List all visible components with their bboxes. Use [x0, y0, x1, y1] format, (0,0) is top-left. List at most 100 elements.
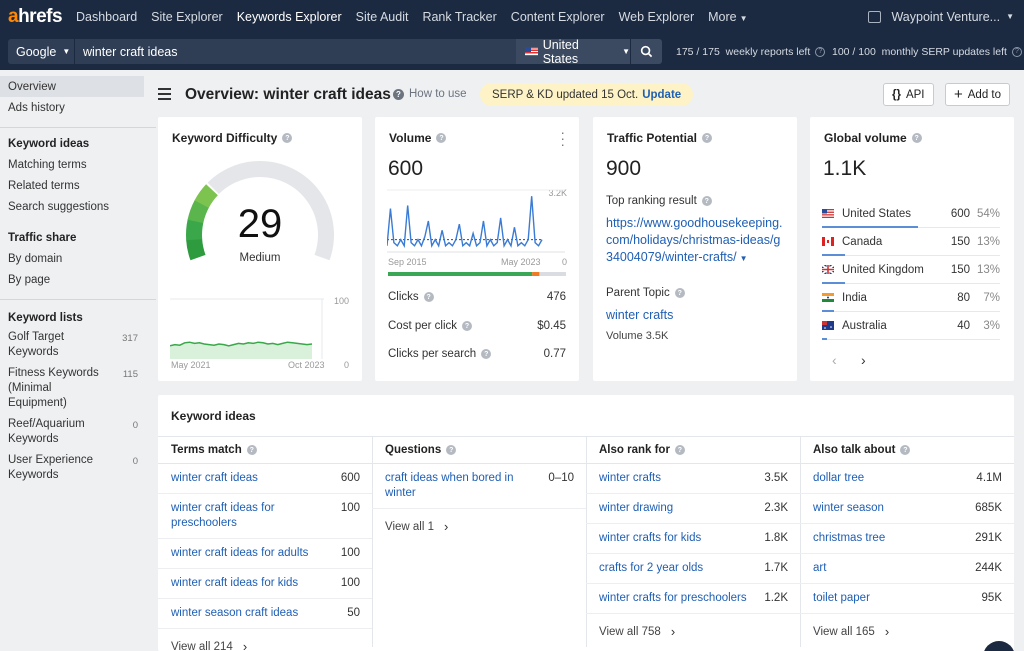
keyword-link[interactable]: winter season craft ideas — [171, 607, 299, 619]
country-row: India 80 7% — [822, 284, 1000, 312]
view-all-link[interactable]: View all 214 › — [158, 629, 372, 651]
traffic-title: Traffic Potential — [607, 131, 698, 145]
parent-topic-link[interactable]: winter crafts — [606, 308, 674, 322]
help-icon[interactable]: ? — [674, 445, 685, 455]
search-engine-select[interactable]: Google ▼ — [8, 39, 74, 64]
help-icon[interactable]: ? — [911, 133, 922, 143]
column-header[interactable]: Also talk about? — [800, 437, 1014, 464]
keyword-row: winter craft ideas for adults 100 — [158, 539, 372, 569]
keyword-link[interactable]: crafts for 2 year olds — [599, 562, 704, 574]
column-header[interactable]: Also rank for? — [586, 437, 800, 464]
nav-web-explorer[interactable]: Web Explorer — [618, 9, 695, 24]
keyword-volume: 100 — [340, 577, 360, 589]
keyword-row: toilet paper 95K — [800, 584, 1014, 614]
top-ranking-url[interactable]: https://www.goodhousekeeping.com/holiday… — [606, 215, 786, 267]
chevron-right-icon[interactable]: › — [861, 352, 866, 368]
serp-quota-value: 100 / 100 — [832, 45, 876, 58]
global-title: Global volume — [824, 131, 907, 145]
nav-more-menu[interactable]: More ▼ — [708, 10, 747, 24]
sidebar-item-related-terms[interactable]: Related terms — [8, 179, 80, 192]
keyword-link[interactable]: winter craft ideas — [171, 472, 258, 484]
help-icon[interactable]: ? — [1011, 46, 1022, 57]
keyword-link[interactable]: winter season — [813, 502, 884, 514]
help-icon[interactable]: ? — [423, 292, 434, 302]
column-header[interactable]: Terms match? — [158, 437, 372, 464]
view-all-link[interactable]: View all 165 › — [800, 614, 1014, 639]
view-all-label: View all 214 — [171, 640, 233, 651]
keyword-list-item[interactable]: Reef/Aquarium Keywords 0 — [0, 417, 156, 447]
how-to-use-link[interactable]: ? How to use — [393, 88, 467, 100]
help-icon[interactable]: ? — [246, 445, 257, 455]
help-icon[interactable]: ? — [436, 133, 447, 143]
cpc-value: $0.45 — [537, 320, 566, 332]
account-menu[interactable]: Waypoint Venture... ▼ — [868, 0, 1014, 33]
keyword-link[interactable]: winter craft ideas for preschoolers — [171, 502, 275, 529]
also-rank-for-column: Also rank for? winter crafts 3.5K winter … — [586, 437, 800, 639]
keyword-list-item[interactable]: Golf Target Keywords 317 — [0, 330, 156, 360]
serp-update-link[interactable]: Update — [642, 88, 682, 101]
nav-keywords-explorer[interactable]: Keywords Explorer — [236, 9, 342, 24]
workspace-icon — [868, 10, 882, 23]
help-icon[interactable]: ? — [282, 133, 293, 143]
keyword-link[interactable]: winter craft ideas for kids — [171, 577, 299, 589]
view-all-link[interactable]: View all 1 › — [372, 509, 586, 534]
column-header-label: Also talk about — [813, 444, 896, 456]
more-options-icon[interactable]: · · · — [560, 124, 565, 152]
ahrefs-logo[interactable]: ahrefs — [8, 5, 63, 27]
country-select[interactable]: United States ▼ — [516, 38, 630, 66]
chevron-left-icon[interactable]: ‹ — [832, 352, 837, 368]
keyword-link[interactable]: toilet paper — [813, 592, 870, 604]
keyword-link[interactable]: winter crafts for preschoolers — [599, 592, 747, 604]
column-header[interactable]: Questions? — [372, 437, 586, 464]
volume-chart-start-label: Sep 2015 — [388, 257, 427, 267]
keyword-list-item[interactable]: Fitness Keywords (Minimal Equipment) 115 — [0, 366, 156, 411]
keyword-row: art 244K — [800, 554, 1014, 584]
sidebar-heading-keyword-ideas[interactable]: Keyword ideas — [8, 137, 90, 150]
keyword-link[interactable]: craft ideas when bored in winter — [385, 472, 514, 499]
add-to-button[interactable]: + Add to — [945, 83, 1011, 106]
nav-dashboard[interactable]: Dashboard — [76, 9, 138, 24]
nav-rank-tracker[interactable]: Rank Tracker — [422, 9, 497, 24]
keyword-row: winter crafts 3.5K — [586, 464, 800, 494]
keyword-link[interactable]: art — [813, 562, 827, 574]
column-header-label: Questions — [385, 444, 442, 456]
keyword-search-input[interactable]: winter craft ideas — [74, 39, 516, 64]
caret-down-icon[interactable]: ▼ — [739, 254, 748, 263]
help-icon[interactable]: ? — [815, 46, 826, 57]
view-all-link[interactable]: View all 758 › — [586, 614, 800, 639]
keyword-link[interactable]: winter crafts for kids — [599, 532, 702, 544]
keyword-link[interactable]: dollar tree — [813, 472, 865, 484]
search-button[interactable] — [631, 39, 662, 64]
help-icon[interactable]: ? — [674, 288, 685, 298]
page-header: Overview: winter craft ideas ? How to use… — [158, 82, 1016, 108]
sidebar-heading-keyword-lists[interactable]: Keyword lists — [8, 311, 83, 324]
sidebar-item-search-suggestions[interactable]: Search suggestions — [8, 200, 110, 213]
menu-toggle-icon[interactable] — [158, 88, 171, 100]
help-icon[interactable]: ? — [701, 196, 712, 206]
keyword-link[interactable]: winter craft ideas for adults — [171, 547, 309, 559]
nav-site-audit[interactable]: Site Audit — [355, 9, 409, 24]
sidebar-item-ads-history[interactable]: Ads history — [8, 101, 65, 114]
help-icon[interactable]: ? — [481, 349, 492, 359]
keyword-link[interactable]: christmas tree — [813, 532, 886, 544]
nav-site-explorer[interactable]: Site Explorer — [151, 9, 223, 24]
volume-history-chart — [387, 189, 565, 253]
api-button[interactable]: {} API — [883, 83, 934, 106]
sidebar-item-by-domain[interactable]: By domain — [8, 252, 63, 265]
weekly-quota-value: 175 / 175 — [676, 45, 720, 58]
keyword-link[interactable]: winter drawing — [599, 502, 674, 514]
volume-line — [387, 196, 543, 249]
nav-content-explorer[interactable]: Content Explorer — [510, 9, 605, 24]
help-icon[interactable]: ? — [462, 321, 473, 331]
sidebar-item-matching-terms[interactable]: Matching terms — [8, 158, 87, 171]
help-icon[interactable]: ? — [702, 133, 713, 143]
chat-support-button[interactable] — [983, 641, 1015, 651]
keyword-link[interactable]: winter crafts — [599, 472, 661, 484]
sidebar-item-overview[interactable]: Overview — [0, 76, 144, 97]
traffic-potential-card: Traffic Potential? 900 Top ranking resul… — [593, 117, 797, 381]
card-title: Traffic Potential? — [607, 131, 713, 145]
sidebar-item-by-page[interactable]: By page — [8, 273, 51, 286]
keyword-list-item[interactable]: User Experience Keywords 0 — [0, 453, 156, 483]
help-icon[interactable]: ? — [900, 445, 911, 455]
help-icon[interactable]: ? — [446, 445, 457, 455]
